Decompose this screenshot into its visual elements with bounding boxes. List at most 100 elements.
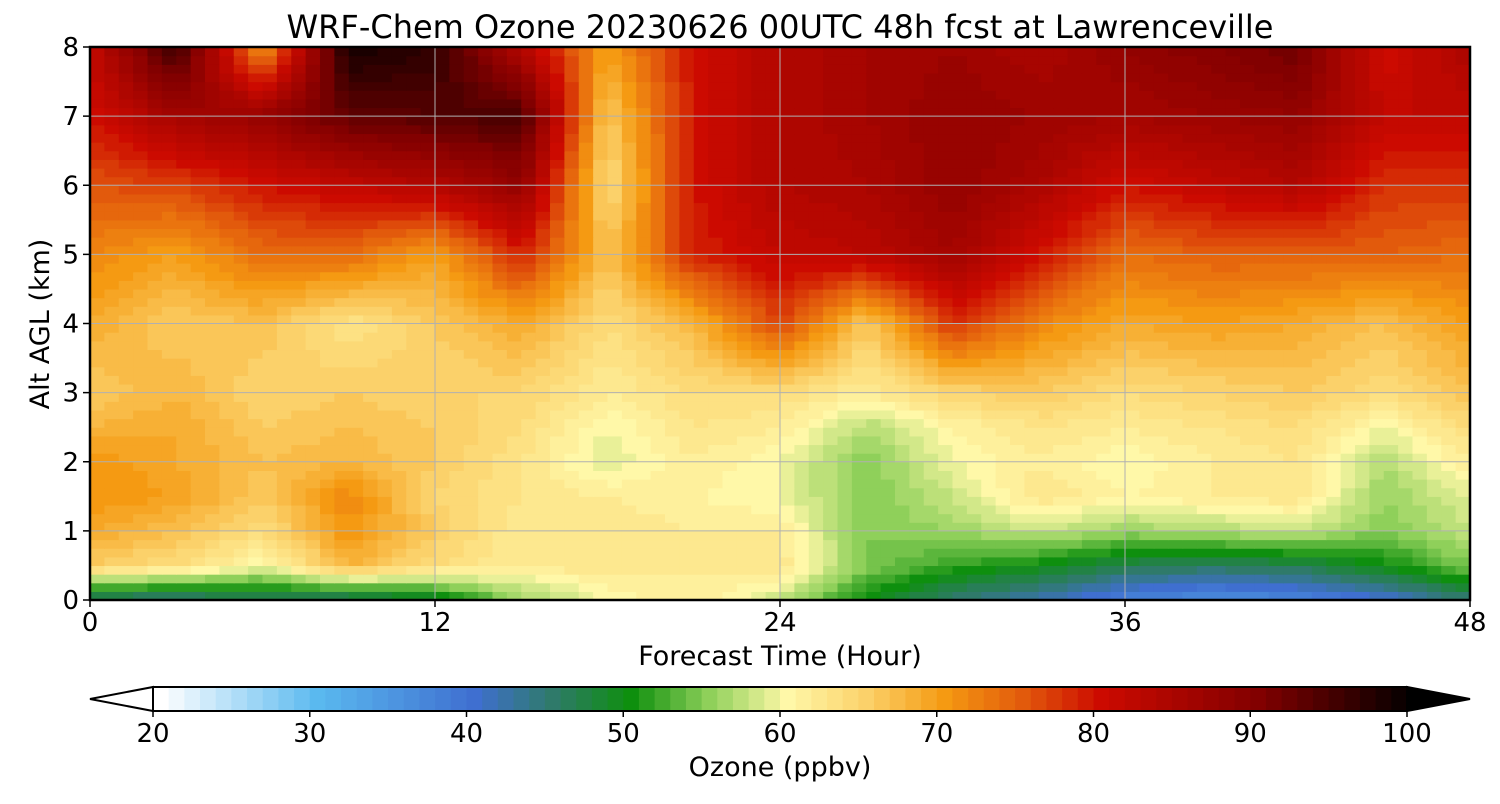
- field-cell: [363, 245, 379, 255]
- field-cell: [320, 323, 335, 333]
- field-cell: [981, 280, 997, 290]
- field-cell: [334, 332, 350, 342]
- field-cell: [478, 427, 494, 437]
- field-cell: [665, 288, 680, 299]
- field-cell: [1067, 340, 1083, 351]
- field-cell: [1196, 306, 1212, 316]
- field-cell: [348, 453, 364, 463]
- field-cell: [823, 556, 839, 567]
- field-cell: [506, 539, 522, 549]
- field-cell: [808, 582, 824, 592]
- field-cell: [1455, 479, 1471, 489]
- field-cell: [1340, 383, 1356, 394]
- field-cell: [722, 582, 738, 592]
- field-cell: [1038, 487, 1054, 497]
- field-cell: [1153, 245, 1169, 255]
- field-cell: [1369, 513, 1385, 523]
- field-cell: [104, 453, 120, 463]
- field-cell: [722, 176, 738, 186]
- field-cell: [751, 513, 767, 523]
- field-cell: [1426, 185, 1442, 195]
- field-cell: [147, 591, 163, 601]
- field-cell: [851, 548, 867, 558]
- field-cell: [1268, 193, 1284, 204]
- field-cell: [1412, 366, 1428, 376]
- field-cell: [895, 176, 910, 186]
- field-cell: [708, 496, 724, 506]
- field-cell: [1110, 211, 1126, 221]
- field-cell: [363, 237, 379, 247]
- field-cell: [377, 418, 393, 428]
- field-cell: [176, 314, 192, 325]
- field-cell: [161, 479, 177, 489]
- field-cell: [564, 409, 580, 420]
- field-cell: [1110, 470, 1126, 480]
- field-cell: [1355, 522, 1370, 532]
- field-cell: [607, 522, 623, 532]
- field-cell: [1398, 228, 1414, 238]
- field-cell: [1297, 392, 1313, 402]
- field-cell: [1254, 288, 1270, 299]
- field-cell: [981, 306, 997, 316]
- field-cell: [1383, 271, 1399, 281]
- field-cell: [363, 556, 379, 567]
- field-cell: [1297, 245, 1313, 255]
- field-cell: [205, 392, 220, 402]
- field-cell: [1038, 263, 1054, 273]
- field-cell: [1398, 219, 1414, 230]
- field-cell: [1125, 150, 1140, 160]
- field-cell: [1168, 323, 1184, 333]
- field-cell: [578, 271, 594, 281]
- field-cell: [1125, 185, 1140, 195]
- field-cell: [650, 548, 666, 558]
- field-cell: [650, 271, 666, 281]
- field-cell: [420, 193, 436, 204]
- field-cell: [650, 556, 666, 567]
- field-cell: [564, 340, 580, 351]
- field-cell: [90, 401, 105, 411]
- field-cell: [1182, 288, 1198, 299]
- field-cell: [291, 176, 307, 186]
- field-cell: [320, 582, 335, 592]
- field-cell: [880, 444, 896, 454]
- field-cell: [966, 401, 982, 411]
- field-cell: [880, 427, 896, 437]
- field-cell: [1139, 548, 1155, 558]
- field-cell: [708, 487, 724, 497]
- field-cell: [535, 401, 551, 411]
- field-cell: [463, 479, 479, 489]
- field-cell: [1426, 401, 1442, 411]
- field-cell: [118, 513, 134, 523]
- field-cell: [1067, 383, 1083, 394]
- field-cell: [1182, 271, 1198, 281]
- field-cell: [1268, 358, 1284, 368]
- field-cell: [1340, 522, 1356, 532]
- field-cell: [550, 392, 565, 402]
- field-cell: [492, 375, 508, 385]
- field-cell: [1182, 150, 1198, 160]
- field-cell: [420, 228, 436, 238]
- field-cell: [104, 280, 120, 290]
- field-cell: [1297, 288, 1313, 299]
- field-cell: [377, 574, 393, 584]
- field-cell: [449, 461, 465, 471]
- field-cell: [176, 202, 192, 212]
- field-cell: [981, 271, 997, 281]
- field-cell: [449, 539, 465, 549]
- field-cell: [1139, 323, 1155, 333]
- field-cell: [190, 185, 206, 195]
- field-cell: [1340, 237, 1356, 247]
- field-cell: [492, 530, 508, 541]
- field-cell: [262, 444, 278, 454]
- field-cell: [176, 409, 192, 420]
- field-cell: [406, 150, 422, 160]
- field-cell: [1412, 504, 1428, 515]
- field-cell: [550, 513, 565, 523]
- field-cell: [895, 297, 910, 307]
- field-cell: [233, 539, 249, 549]
- field-cell: [190, 358, 206, 368]
- field-cell: [665, 193, 680, 204]
- field-cell: [521, 271, 537, 281]
- field-cell: [564, 159, 580, 169]
- field-cell: [1240, 392, 1255, 402]
